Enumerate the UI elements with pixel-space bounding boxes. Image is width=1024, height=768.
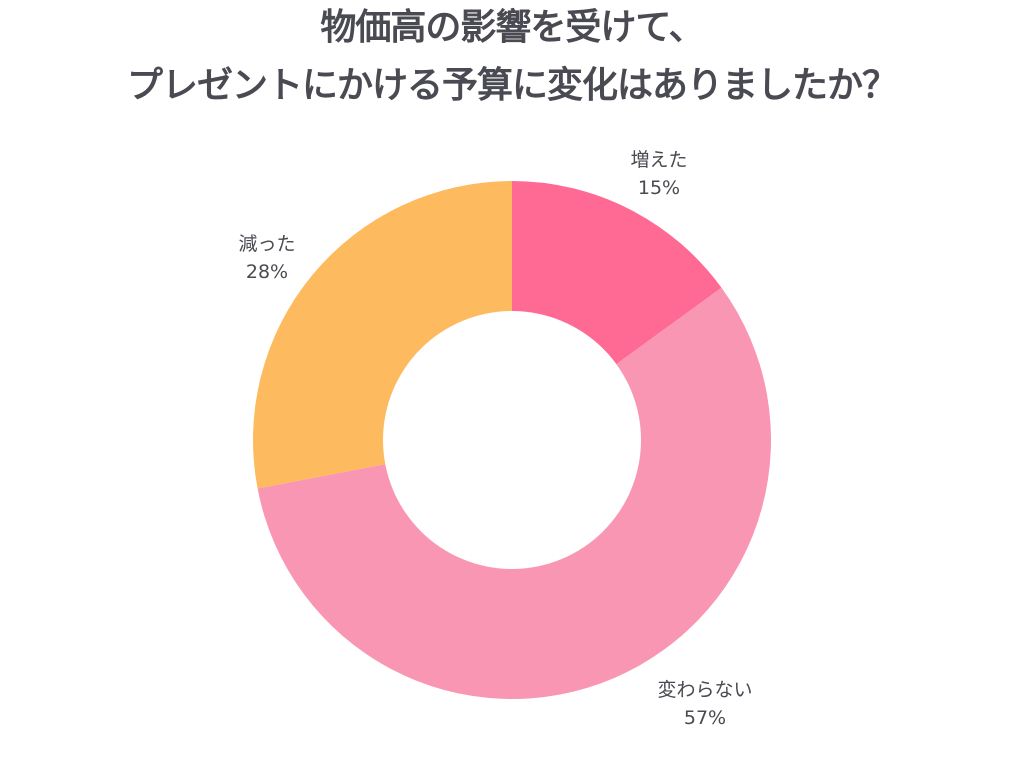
- label-decreased-name: 減った: [238, 233, 296, 255]
- label-unchanged-pct: 57%: [683, 707, 727, 729]
- label-decreased: 減った 28%: [212, 230, 322, 286]
- label-increased-pct: 15%: [637, 177, 681, 199]
- donut-hole: [383, 311, 641, 569]
- chart-title-line-1: 物価高の影響を受けて、: [320, 7, 704, 48]
- label-increased: 増えた 15%: [604, 146, 714, 202]
- label-decreased-pct: 28%: [245, 261, 289, 283]
- label-unchanged-name: 変わらない: [657, 679, 753, 701]
- label-increased-name: 増えた: [630, 149, 688, 171]
- label-unchanged: 変わらない 57%: [640, 676, 770, 732]
- chart-title-line-2: プレゼントにかける予算に変化はありましたか？: [126, 65, 898, 106]
